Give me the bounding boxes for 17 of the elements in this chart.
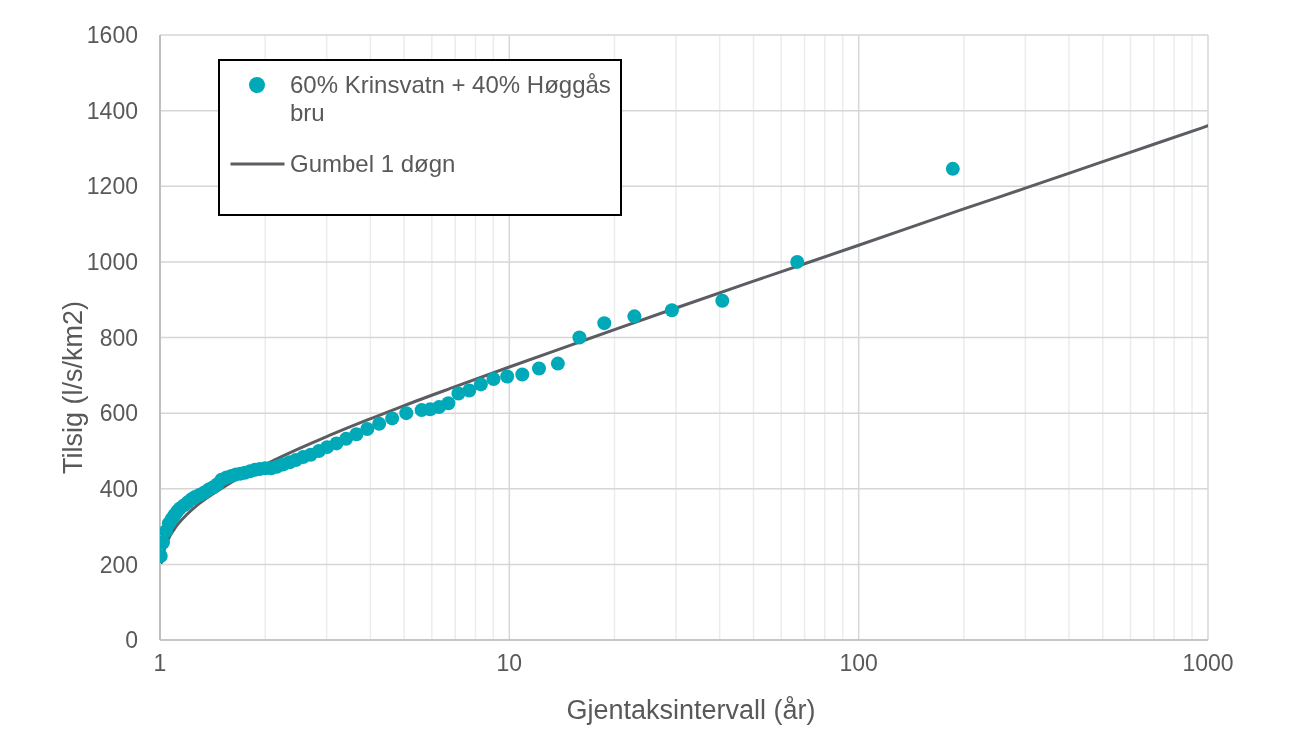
y-tick-label: 0 [125,627,138,654]
x-tick-label: 100 [839,650,878,677]
y-tick-label: 1600 [86,22,138,49]
y-tick-label: 200 [99,551,138,578]
y-axis-title: Tilsig (l/s/km2) [58,301,88,474]
y-tick-label: 1400 [86,97,138,124]
x-tick-label: 10 [496,650,523,677]
legend-label: Gumbel 1 døgn [290,150,457,178]
x-tick-label: 1 [153,650,167,677]
y-tick-label: 1200 [86,173,138,200]
legend-label: 60% Krinsvatn + 40% Høggås bru [290,71,612,127]
y-tick-label: 600 [99,400,138,427]
x-axis-title: Gjentaksintervall (år) [566,695,816,725]
y-tick-label: 1000 [86,249,138,276]
y-tick-label: 800 [99,324,138,351]
x-tick-label: 1000 [1182,650,1234,677]
y-tick-label: 400 [99,475,138,502]
